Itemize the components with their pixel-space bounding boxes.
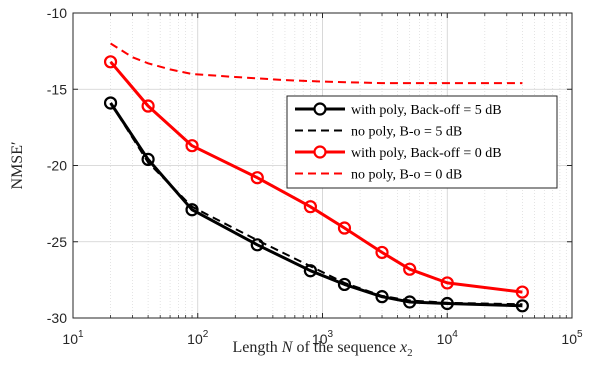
data-point	[440, 296, 454, 311]
series-4	[110, 42, 523, 85]
x-axis-label: Length N of the sequence x2	[232, 339, 412, 359]
axis-ticks: 101 102 103 104 105 -10 -15 -20 -25 -30	[47, 5, 583, 347]
x-tick-label: 104	[437, 329, 459, 347]
series-line	[109, 102, 523, 308]
data-point	[185, 139, 199, 153]
series-line	[110, 42, 523, 85]
legend-marker	[313, 102, 327, 116]
y-tick-label: -20	[47, 158, 67, 174]
y-tick-label: -15	[47, 81, 67, 97]
x-tick-label: 102	[187, 329, 209, 347]
legend-entry-label: no poly, B-o = 0 dB	[351, 168, 462, 183]
series-line	[109, 60, 523, 294]
data-point	[185, 203, 199, 217]
data-point	[103, 55, 118, 69]
data-point	[337, 277, 352, 292]
data-point	[250, 238, 264, 252]
y-tick-label: -25	[47, 234, 67, 250]
data-point	[375, 290, 389, 304]
legend-marker	[313, 145, 327, 159]
data-point	[141, 152, 155, 166]
series-layer	[103, 42, 529, 313]
series-3	[103, 55, 529, 299]
legend-entry-label: no poly, B-o = 5 dB	[351, 125, 462, 140]
legend-entry-label: with poly, Back-off = 0 dB	[351, 146, 502, 161]
data-point	[303, 200, 318, 214]
y-tick-label: -10	[47, 5, 67, 21]
data-point	[337, 221, 352, 235]
y-axis-label: NMSE′	[9, 142, 26, 190]
data-point	[403, 295, 417, 309]
data-point	[515, 299, 529, 313]
x-tick-label: 105	[561, 329, 583, 347]
legend: with poly, Back-off = 5 dB no poly, B-o =…	[286, 95, 558, 189]
series-1	[103, 96, 529, 313]
x-tick-label: 101	[62, 329, 84, 347]
data-point	[375, 245, 389, 260]
data-point	[440, 276, 454, 290]
data-point	[250, 171, 264, 185]
data-point	[403, 262, 417, 276]
x-tick-label: 103	[312, 329, 334, 347]
legend-entry-label: with poly, Back-off = 5 dB	[351, 103, 502, 118]
legend-box	[286, 95, 558, 189]
data-point	[103, 96, 118, 110]
y-tick-label: -30	[47, 310, 67, 326]
data-point	[141, 99, 155, 113]
data-point	[515, 285, 529, 299]
